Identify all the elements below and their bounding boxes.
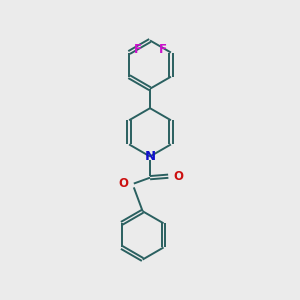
Text: F: F bbox=[158, 43, 166, 56]
Text: N: N bbox=[144, 150, 156, 163]
Text: O: O bbox=[119, 177, 129, 190]
Text: F: F bbox=[134, 43, 142, 56]
Text: O: O bbox=[173, 170, 183, 183]
